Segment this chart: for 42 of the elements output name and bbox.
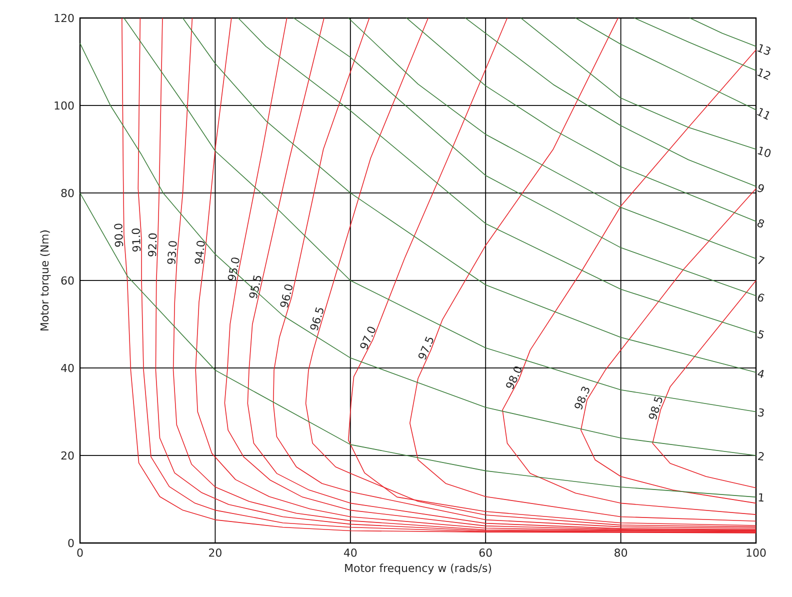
text: 91.0 xyxy=(132,228,141,252)
text: 8 xyxy=(757,219,764,228)
text: 5 xyxy=(757,330,764,339)
x-tick-label: 80 xyxy=(614,548,628,557)
text: 92.0 xyxy=(148,233,157,256)
text: 90.0 xyxy=(114,224,124,247)
y-tick-label: 100 xyxy=(54,101,74,110)
text: 13 xyxy=(757,44,770,55)
y-axis-title: Motor torque (Nm) xyxy=(40,230,51,330)
text: 4 xyxy=(758,370,764,378)
text: 97.5 xyxy=(418,336,434,360)
text: 95.0 xyxy=(228,258,240,281)
x-tick-label: 20 xyxy=(209,548,222,557)
y-tick-label: 60 xyxy=(61,276,74,285)
text: 96.5 xyxy=(310,307,324,330)
y-tick-label: 80 xyxy=(61,188,74,198)
x-tick-label: 0 xyxy=(77,548,83,557)
y-tick-label: 0 xyxy=(68,538,74,548)
text: 9 xyxy=(757,184,764,192)
x-axis-title: Motor frequency w (rads/s) xyxy=(345,564,492,574)
text: 93.0 xyxy=(167,241,177,264)
text: 2 xyxy=(758,452,764,460)
text: 3 xyxy=(758,408,764,417)
x-tick-label: 40 xyxy=(344,548,357,557)
series-label: 1 xyxy=(758,493,764,502)
y-tick-label: 20 xyxy=(61,451,74,460)
text: 98.0 xyxy=(506,366,522,390)
y-tick-label: 40 xyxy=(61,364,74,372)
x-tick-label: 60 xyxy=(479,548,492,557)
x-tick-label: 100 xyxy=(746,548,766,557)
text: 98.3 xyxy=(574,386,590,410)
text: 96.0 xyxy=(280,284,292,308)
text: 11 xyxy=(757,108,770,120)
text: 94.0 xyxy=(194,240,205,264)
text: 12 xyxy=(757,68,770,80)
text: 97.0 xyxy=(360,326,376,350)
text: 95.5 xyxy=(249,275,262,298)
text: 7 xyxy=(758,256,765,264)
y-tick-label: 120 xyxy=(54,14,74,22)
text: 10 xyxy=(758,146,771,158)
text: 98.5 xyxy=(648,396,662,420)
text: 6 xyxy=(758,294,764,302)
